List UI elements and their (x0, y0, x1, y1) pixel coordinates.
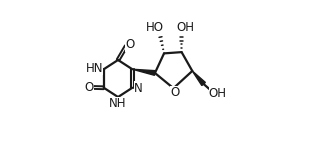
Text: N: N (134, 82, 143, 95)
Text: OH: OH (209, 87, 227, 100)
Text: O: O (85, 81, 94, 94)
Text: NH: NH (109, 97, 126, 110)
Polygon shape (132, 69, 155, 75)
Text: HN: HN (85, 62, 103, 75)
Text: OH: OH (177, 21, 195, 34)
Polygon shape (192, 71, 205, 86)
Text: O: O (125, 38, 134, 51)
Text: HO: HO (146, 21, 164, 34)
Text: O: O (170, 86, 179, 99)
